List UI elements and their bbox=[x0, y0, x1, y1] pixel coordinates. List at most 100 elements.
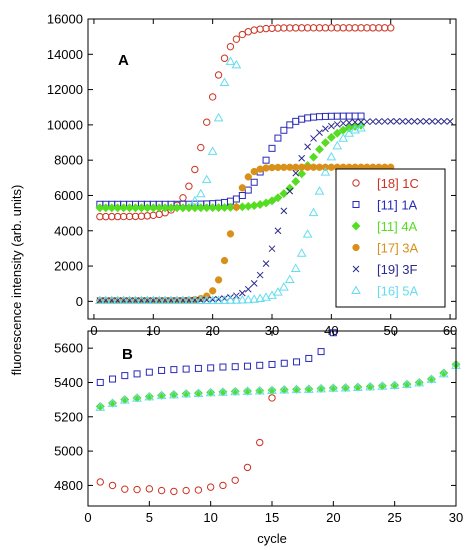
panel-b-point-11-1a-11 bbox=[231, 363, 239, 371]
panel-a-y-tick-label-3: 6000 bbox=[54, 188, 83, 203]
panel-a-point-11-1a-37 bbox=[315, 113, 323, 121]
panel-b-x-tick-label-6: 30 bbox=[449, 510, 463, 525]
legend-label-19-3f: [19] 3F bbox=[377, 262, 418, 277]
panel-b-point-16-5a-18 bbox=[316, 383, 326, 393]
panel-a-marks bbox=[95, 24, 454, 305]
panel-b-x-ticks: 0 5 10 15 20 25 30 bbox=[84, 331, 463, 525]
panel-a-point-11-1a-39 bbox=[327, 112, 335, 120]
panel-b-point-11-4a-19 bbox=[328, 383, 338, 393]
panel-b-point-18-1c-4 bbox=[145, 485, 154, 493]
panel-b-point-11-4a-9 bbox=[206, 387, 216, 397]
panel-b-point-16-5a-23 bbox=[377, 381, 388, 390]
panel-b-point-11-1a-5 bbox=[158, 366, 166, 374]
panel-a-point-19-3f-26 bbox=[250, 280, 258, 287]
panel-a-point-19-3f-55 bbox=[422, 118, 430, 125]
panel-a-point-11-1a-32 bbox=[286, 121, 294, 129]
panel-a-point-18-1c-49 bbox=[387, 24, 395, 32]
panel-b-point-11-4a-6 bbox=[169, 389, 179, 400]
panel-a-point-extra-6-6 bbox=[225, 56, 236, 65]
panel-a-point-16-5a-9 bbox=[148, 295, 159, 304]
panel-b-point-18-1c-13 bbox=[256, 438, 264, 447]
panel-a-point-19-3f-40 bbox=[333, 121, 341, 128]
panel-a-point-18-1c-18 bbox=[203, 118, 211, 126]
panel-a-point-16-5a-11 bbox=[160, 295, 171, 304]
panel-b-point-11-4a-13 bbox=[255, 386, 265, 396]
panel-a-point-18-1c-25 bbox=[244, 28, 252, 36]
y-axis-title: fluorescence intensity (arb. units) bbox=[9, 185, 24, 376]
panel-b-point-18-1c-14 bbox=[268, 394, 276, 402]
panel-b-point-16-5a-15 bbox=[279, 385, 290, 394]
panel-a-point-16-5a-32 bbox=[284, 274, 295, 284]
panel-b-point-11-4a-15 bbox=[279, 385, 289, 395]
panel-a-point-19-3f-48 bbox=[381, 118, 389, 125]
panel-a-point-18-1c-9 bbox=[149, 211, 157, 220]
panel-b-point-16-5a-7 bbox=[181, 388, 191, 398]
panel-a-point-extra-6-5 bbox=[219, 77, 230, 87]
panel-a-point-18-1c-22 bbox=[226, 42, 235, 51]
panel-b-point-16-5a-11 bbox=[230, 386, 241, 396]
panel-a-point-19-3f-30 bbox=[274, 227, 282, 235]
panel-a-point-11-1a-43 bbox=[351, 112, 359, 120]
panel-a-point-19-3f-31 bbox=[280, 207, 288, 215]
panel-a-point-16-5a-40 bbox=[332, 140, 343, 150]
panel-b-point-16-5a-6 bbox=[169, 389, 179, 399]
panel-b-point-16-5a-12 bbox=[242, 386, 253, 395]
panel-a-y-tick-label-8: 16000 bbox=[47, 12, 83, 27]
panel-a-point-18-1c-19 bbox=[208, 93, 217, 101]
panel-a-point-16-5a-37 bbox=[314, 186, 325, 195]
panel-b-point-11-4a-23 bbox=[377, 381, 387, 391]
panel-a-point-19-3f-35 bbox=[304, 143, 311, 151]
panel-a-point-extra-6-7 bbox=[231, 59, 242, 69]
panel-b-point-16-5a-28 bbox=[438, 368, 449, 378]
panel-a-point-16-5a-20 bbox=[213, 295, 224, 304]
panel-a-point-11-4a-30 bbox=[273, 193, 283, 203]
legend-label-16-5a: [16] 5A bbox=[377, 284, 419, 299]
panel-a-point-16-5a-13 bbox=[172, 295, 182, 304]
panel-a-point-11-1a-33 bbox=[292, 117, 300, 125]
panel-b-point-11-1a-15 bbox=[280, 359, 288, 367]
panel-b-point-16-5a-5 bbox=[156, 390, 167, 400]
panel-a-point-17-3a-21 bbox=[220, 256, 229, 265]
panel-b-point-11-4a-3 bbox=[132, 393, 142, 403]
panel-b-point-16-5a-14 bbox=[267, 385, 277, 395]
panel-b-point-16-5a-22 bbox=[365, 381, 375, 391]
panel-a-point-19-3f-54 bbox=[417, 118, 424, 125]
legend-label-17-3a: [17] 3A bbox=[377, 241, 419, 256]
panel-a-series-extra-6 bbox=[189, 56, 242, 205]
legend-label-11-1a: [11] 1A bbox=[377, 198, 418, 213]
panel-b-series-16-5a bbox=[95, 360, 461, 411]
panel-a-point-19-3f-18 bbox=[203, 296, 211, 304]
panel-a-point-17-3a-19 bbox=[208, 287, 217, 295]
panel-a-point-16-5a-0 bbox=[95, 295, 105, 304]
panel-a-point-16-5a-23 bbox=[231, 295, 242, 304]
panel-a-point-11-4a-34 bbox=[297, 169, 307, 179]
panel-b-point-11-4a-8 bbox=[193, 388, 203, 398]
panel-b: 0 5 10 15 20 25 30 4800 5000 5200 5400 5600 B bbox=[54, 329, 463, 525]
panel-b-point-18-1c-9 bbox=[206, 483, 215, 491]
panel-a-point-19-3f-15 bbox=[185, 296, 193, 304]
panel-b-y-tick-label-1: 5000 bbox=[54, 444, 83, 459]
panel-b-series-18-1c bbox=[96, 394, 276, 496]
panel-a-point-11-1a-30 bbox=[274, 134, 282, 142]
panel-b-x-tick-label-1: 5 bbox=[146, 510, 153, 525]
panel-b-point-16-5a-13 bbox=[254, 386, 265, 395]
panel-a-point-16-5a-16 bbox=[189, 295, 200, 304]
panel-a-point-16-5a-18 bbox=[201, 295, 212, 304]
panel-a-point-19-3f-41 bbox=[339, 119, 347, 127]
panel-a-point-16-5a-12 bbox=[166, 295, 176, 304]
panel-a-point-16-5a-34 bbox=[296, 248, 307, 257]
panel-a-point-11-4a-39 bbox=[326, 132, 336, 142]
panel-a-point-16-5a-5 bbox=[124, 295, 135, 304]
panel-b-point-11-4a-7 bbox=[181, 389, 191, 399]
panel-a-point-19-3f-56 bbox=[428, 118, 436, 125]
panel-a-point-19-3f-28 bbox=[262, 260, 270, 267]
legend-marker-19-3f bbox=[352, 265, 360, 273]
panel-b-x-tick-label-4: 20 bbox=[326, 510, 340, 525]
panel-a-point-16-5a-24 bbox=[237, 295, 248, 304]
panel-a-point-17-3a-20 bbox=[214, 276, 223, 284]
legend-label-11-4a: [11] 4A bbox=[377, 219, 418, 234]
legend-item-16-5a: [16] 5A bbox=[351, 284, 419, 299]
panel-a-point-16-5a-38 bbox=[320, 167, 331, 176]
panel-a-point-19-3f-33 bbox=[292, 169, 300, 177]
panel-a-point-16-5a-39 bbox=[326, 151, 337, 161]
